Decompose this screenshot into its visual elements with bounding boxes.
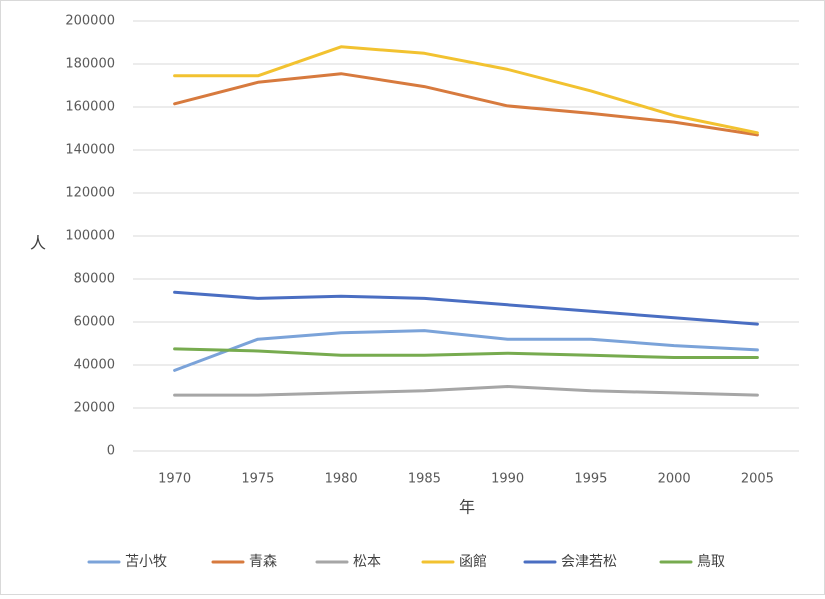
legend-label: 会津若松	[561, 554, 617, 570]
x-tick-label: 1975	[241, 472, 274, 487]
x-tick-label: 1995	[574, 472, 607, 487]
legend-label: 苫小牧	[125, 553, 167, 570]
y-tick-label: 120000	[65, 186, 115, 201]
legend-item: 青森	[211, 554, 277, 570]
y-tick-label: 160000	[65, 100, 115, 115]
series-lines	[173, 45, 759, 397]
y-tick-label: 20000	[74, 401, 115, 416]
x-axis-title: 年	[459, 498, 475, 517]
y-tick-label: 0	[107, 444, 115, 459]
legend-item: 苫小牧	[87, 553, 167, 570]
y-tick-label: 140000	[65, 143, 115, 158]
x-tick-label: 1990	[491, 472, 524, 487]
x-tick-label: 1980	[325, 472, 358, 487]
x-axis-ticks: 1970 1975 1980 1985 1990 1995 2000 2005	[158, 472, 774, 487]
series-line-苫小牧	[173, 329, 759, 372]
gridlines	[133, 20, 799, 452]
y-axis-ticks: 0 20000 40000 60000 80000 100000 120000 140000 1…	[65, 14, 115, 459]
y-tick-label: 80000	[74, 272, 115, 287]
x-tick-label: 1970	[158, 472, 191, 487]
series-line-青森	[173, 72, 759, 137]
legend-label: 青森	[249, 554, 277, 570]
legend-item: 函館	[421, 553, 487, 570]
legend-label: 鳥取	[697, 554, 725, 570]
series-line-会津若松	[173, 290, 759, 326]
y-tick-label: 200000	[65, 14, 115, 29]
y-tick-label: 180000	[65, 57, 115, 72]
y-tick-label: 60000	[74, 315, 115, 330]
y-tick-label: 40000	[74, 358, 115, 373]
x-tick-label: 1985	[408, 472, 441, 487]
legend: 苫小牧 青森 松本 函館 会津若松 鳥取	[87, 553, 725, 570]
x-tick-label: 2005	[741, 472, 774, 487]
legend-item: 松本	[315, 554, 381, 570]
legend-item: 会津若松	[523, 554, 617, 570]
legend-label: 函館	[459, 553, 487, 570]
series-line-松本	[173, 385, 759, 397]
y-axis-title: 人	[30, 234, 46, 253]
x-tick-label: 2000	[658, 472, 691, 487]
series-line-函館	[173, 45, 759, 135]
y-tick-label: 100000	[65, 229, 115, 244]
legend-label: 松本	[353, 554, 381, 570]
legend-item: 鳥取	[659, 554, 725, 570]
series-line-鳥取	[173, 347, 759, 359]
